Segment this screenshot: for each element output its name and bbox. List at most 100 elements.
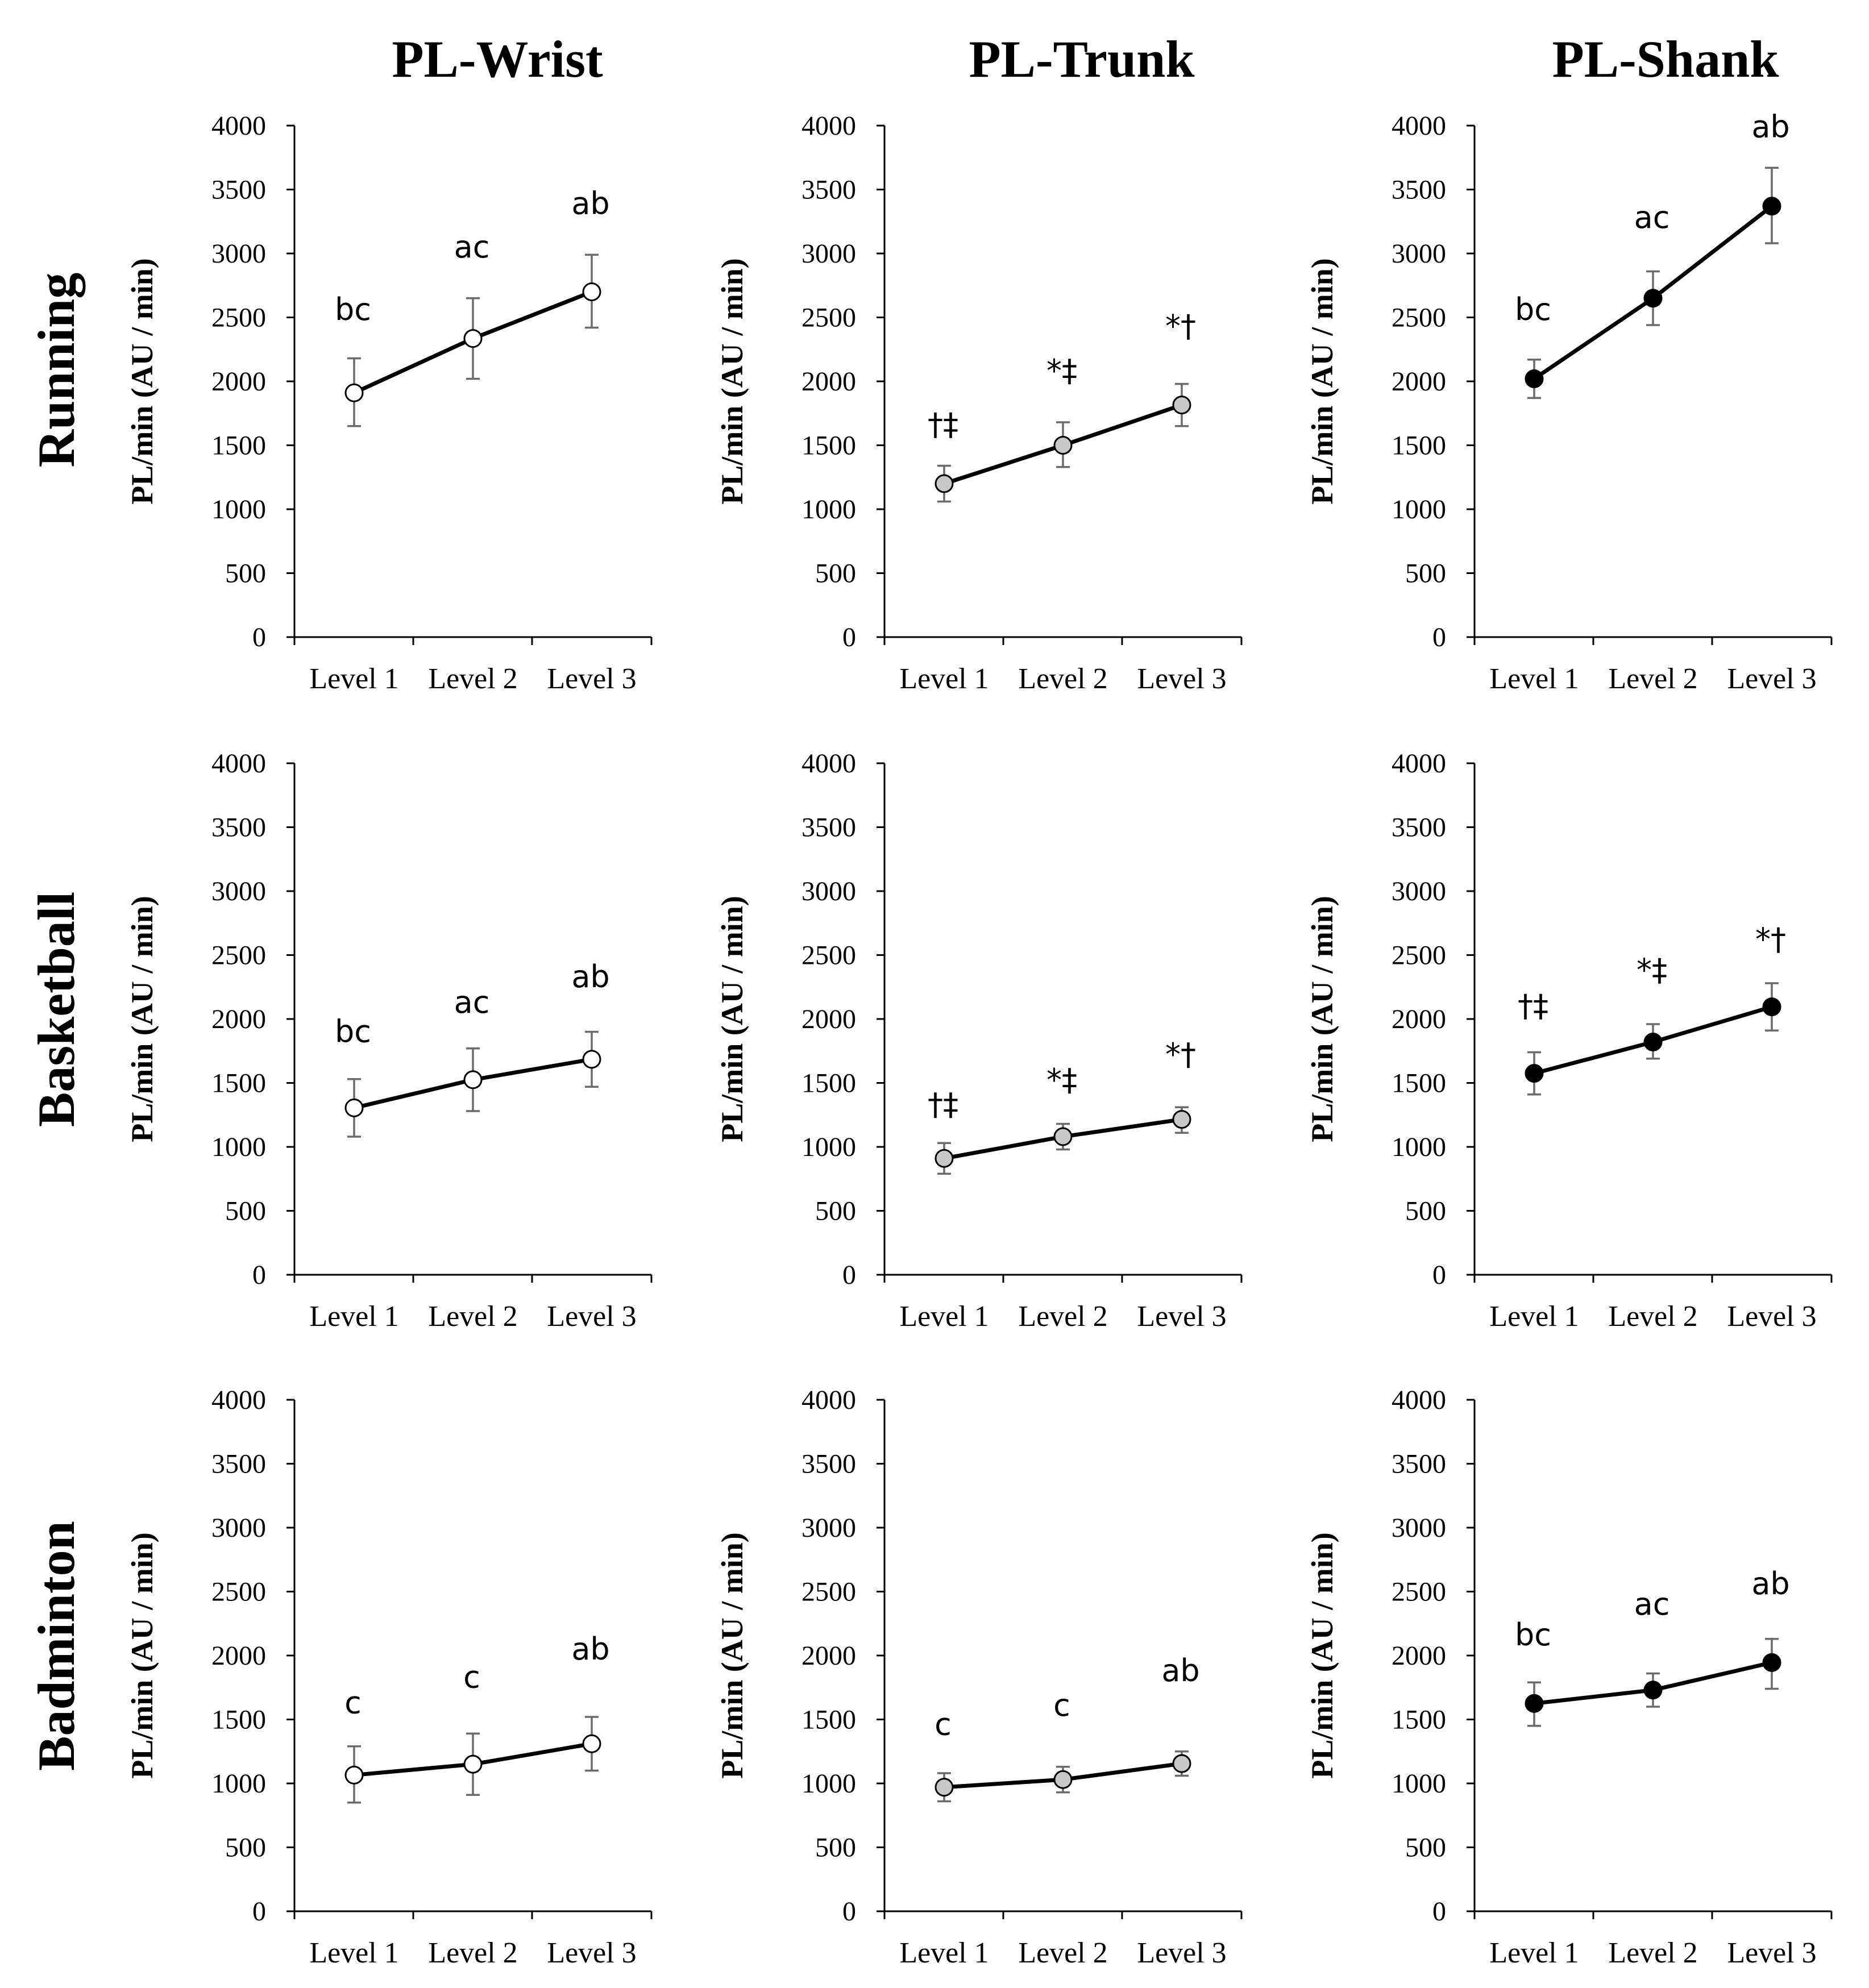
y-tick-label: 1000 <box>801 1769 856 1799</box>
y-tick-label: 500 <box>225 1833 266 1863</box>
significance-label: *‡ <box>1046 353 1077 389</box>
y-axis-label: PL/min (AU / min) <box>1305 258 1339 505</box>
data-point-level-2 <box>1643 1033 1663 1051</box>
row-title-basketball: Basketball <box>27 892 85 1127</box>
y-tick-label: 2000 <box>211 367 266 397</box>
y-tick-label: 1500 <box>1392 1705 1446 1735</box>
panel-running-pl-trunk: 0 500 1000 1500 2000 2500 3000 3500 4000 Level 1 L… <box>715 111 1243 695</box>
data-point-level-3 <box>1172 1110 1191 1129</box>
y-tick-label: 2000 <box>801 1641 856 1671</box>
data-point-level-2 <box>1053 436 1073 455</box>
x-tick-label-level-2: Level 2 <box>428 1937 517 1969</box>
y-tick-label: 4000 <box>801 748 856 779</box>
data-point-level-2 <box>463 329 483 348</box>
significance-label: bc <box>1515 292 1551 327</box>
x-tick-label-level-1: Level 1 <box>309 663 398 695</box>
panel-running-pl-wrist: 0 500 1000 1500 2000 2500 3000 3500 4000 Level 1 L… <box>125 111 653 695</box>
x-tick-label-level-1: Level 1 <box>309 1937 398 1969</box>
significance-label: *† <box>1165 308 1196 344</box>
data-point-level-2 <box>463 1754 483 1774</box>
y-tick-label: 2000 <box>211 1641 266 1671</box>
x-tick-label-level-3: Level 3 <box>547 1937 636 1969</box>
data-point-level-2 <box>1053 1127 1073 1146</box>
y-tick-label: 1500 <box>1392 431 1446 461</box>
panel-basketball-pl-trunk: 0 500 1000 1500 2000 2500 3000 3500 4000 Level 1 L… <box>715 748 1243 1333</box>
y-tick-label: 0 <box>842 1896 856 1927</box>
y-tick-label: 4000 <box>801 1385 856 1415</box>
y-tick-label: 1500 <box>211 1705 266 1735</box>
y-tick-label: 3500 <box>801 1449 856 1479</box>
y-tick-label: 1000 <box>211 1132 266 1162</box>
x-tick-label-level-3: Level 3 <box>1137 663 1226 695</box>
y-tick-label: 2500 <box>211 941 266 971</box>
data-point-level-3 <box>1762 1653 1781 1672</box>
y-tick-label: 1000 <box>211 1769 266 1799</box>
significance-label: c <box>344 1685 362 1720</box>
y-tick-label: 500 <box>815 1833 856 1863</box>
y-tick-label: 3500 <box>1392 1449 1446 1479</box>
data-point-level-1 <box>344 1098 364 1117</box>
y-tick-label: 3500 <box>801 175 856 205</box>
significance-label: †‡ <box>928 407 958 443</box>
x-tick-label-level-1: Level 1 <box>899 1300 989 1333</box>
data-point-level-3 <box>582 282 601 301</box>
column-title-pl-shank: PL-Shank <box>1552 30 1780 88</box>
y-tick-label: 500 <box>225 559 266 589</box>
data-point-level-1 <box>935 1778 954 1797</box>
y-tick-label: 500 <box>1405 559 1446 589</box>
y-tick-label: 2000 <box>1392 1641 1446 1671</box>
x-tick-label-level-3: Level 3 <box>1137 1937 1226 1969</box>
y-tick-label: 2000 <box>801 367 856 397</box>
y-tick-label: 3000 <box>211 1513 266 1543</box>
data-point-level-3 <box>1762 197 1781 216</box>
data-point-level-3 <box>1172 1754 1191 1773</box>
data-point-level-1 <box>935 1149 954 1168</box>
x-tick-label-level-1: Level 1 <box>309 1300 398 1333</box>
x-tick-label-level-3: Level 3 <box>1727 1300 1816 1333</box>
y-tick-label: 2500 <box>801 303 856 333</box>
y-tick-label: 2000 <box>801 1004 856 1034</box>
significance-label: †‡ <box>928 1087 958 1122</box>
significance-label: *‡ <box>1637 953 1667 988</box>
y-tick-label: 2000 <box>1392 1004 1446 1034</box>
data-point-level-2 <box>1053 1770 1073 1789</box>
y-axis-label: PL/min (AU / min) <box>715 258 749 505</box>
significance-label: ac <box>454 229 490 265</box>
y-tick-label: 3500 <box>801 813 856 843</box>
panel-badminton-pl-shank: 0 500 1000 1500 2000 2500 3000 3500 4000 Level 1 L… <box>1305 1385 1833 1969</box>
significance-label: *† <box>1755 922 1786 958</box>
y-axis-label: PL/min (AU / min) <box>1305 896 1339 1142</box>
x-tick-label-level-2: Level 2 <box>1018 663 1107 695</box>
y-tick-label: 3500 <box>211 1449 266 1479</box>
data-point-level-3 <box>1172 396 1191 415</box>
x-tick-label-level-3: Level 3 <box>547 663 636 695</box>
x-tick-label-level-2: Level 2 <box>428 663 517 695</box>
y-tick-label: 2500 <box>211 303 266 333</box>
y-tick-label: 3000 <box>801 876 856 906</box>
data-point-level-1 <box>935 474 954 493</box>
y-tick-label: 500 <box>1405 1833 1446 1863</box>
y-tick-label: 1000 <box>1392 1132 1446 1162</box>
y-tick-label: 3000 <box>211 239 266 269</box>
data-point-level-1 <box>344 1765 364 1785</box>
significance-label: c <box>935 1707 952 1742</box>
x-tick-label-level-2: Level 2 <box>1608 1937 1697 1969</box>
y-tick-label: 500 <box>225 1196 266 1226</box>
y-axis-label: PL/min (AU / min) <box>125 896 159 1142</box>
significance-label: ac <box>1634 1586 1670 1622</box>
data-point-level-2 <box>1643 289 1663 308</box>
significance-label: ab <box>1751 109 1789 144</box>
significance-label: bc <box>335 1014 371 1050</box>
row-title-running: Running <box>27 273 85 468</box>
y-tick-label: 0 <box>252 622 266 652</box>
y-tick-label: 500 <box>1405 1196 1446 1226</box>
y-axis-label: PL/min (AU / min) <box>715 896 749 1142</box>
x-tick-label-level-1: Level 1 <box>1489 1300 1579 1333</box>
x-tick-label-level-2: Level 2 <box>428 1300 517 1333</box>
y-tick-label: 3000 <box>1392 1513 1446 1543</box>
y-tick-label: 4000 <box>1392 748 1446 779</box>
y-tick-label: 3000 <box>801 239 856 269</box>
significance-label: c <box>1053 1687 1070 1723</box>
y-tick-label: 500 <box>815 559 856 589</box>
